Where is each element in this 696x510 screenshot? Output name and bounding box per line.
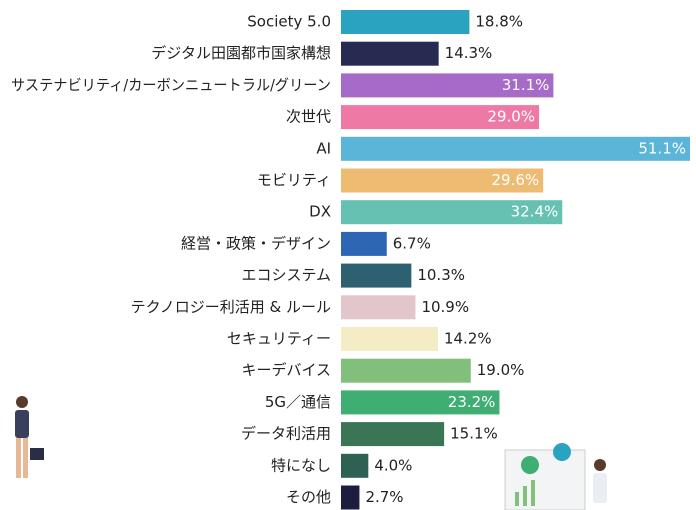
category-label: 次世代 [286, 108, 331, 126]
value-label: 23.2% [448, 393, 496, 411]
category-label: その他 [286, 488, 331, 506]
value-label: 15.1% [450, 425, 498, 443]
category-label: 5G／通信 [265, 393, 331, 411]
value-label: 51.1% [638, 139, 686, 157]
bar [341, 10, 469, 34]
value-label: 14.2% [444, 330, 492, 348]
category-label: 経営・政策・デザイン [181, 234, 331, 252]
category-label: Society 5.0 [247, 13, 331, 31]
bar [341, 486, 359, 510]
category-label: サステナビリティ/カーボンニュートラル/グリーン [11, 76, 331, 94]
category-label: キーデバイス [241, 361, 331, 379]
category-label: AI [316, 139, 331, 157]
category-label: デジタル田園都市国家構想 [151, 44, 331, 62]
chart: Society 5.0 18.8% デジタル田園都市国家構想 14.3% サステナビリテ… [0, 0, 696, 510]
value-label: 14.3% [445, 44, 493, 62]
category-label: DX [309, 203, 331, 221]
category-label: エコシステム [241, 266, 331, 284]
category-label: セキュリティー [227, 330, 331, 348]
value-label: 29.0% [487, 108, 535, 126]
value-label: 19.0% [477, 361, 525, 379]
value-label: 10.3% [417, 266, 465, 284]
category-label: データ利活用 [241, 425, 331, 443]
category-label: 特になし [271, 456, 331, 474]
bar [341, 327, 438, 351]
bar [341, 42, 439, 66]
bar [341, 295, 415, 319]
category-label: テクノロジー利活用 & ルール [131, 298, 331, 316]
value-label: 32.4% [511, 203, 559, 221]
bar [341, 359, 471, 383]
bar [341, 264, 411, 288]
value-label: 18.8% [475, 13, 523, 31]
value-label: 31.1% [502, 76, 550, 94]
category-label: モビリティ [257, 171, 331, 189]
value-label: 29.6% [492, 171, 540, 189]
value-label: 10.9% [421, 298, 469, 316]
bar [341, 422, 444, 446]
value-label: 2.7% [365, 488, 403, 506]
value-label: 6.7% [393, 234, 431, 252]
bar [341, 232, 387, 256]
value-label: 4.0% [374, 456, 412, 474]
bar [341, 454, 368, 478]
